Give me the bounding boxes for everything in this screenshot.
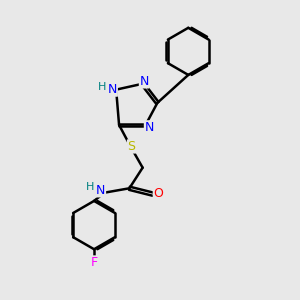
Text: O: O <box>153 187 163 200</box>
Text: N: N <box>140 75 149 88</box>
Text: S: S <box>128 140 136 153</box>
Text: F: F <box>91 256 98 269</box>
Text: N: N <box>108 83 117 96</box>
Text: N: N <box>96 184 106 197</box>
Text: H: H <box>86 182 95 192</box>
Text: H: H <box>98 82 106 92</box>
Text: N: N <box>144 121 154 134</box>
